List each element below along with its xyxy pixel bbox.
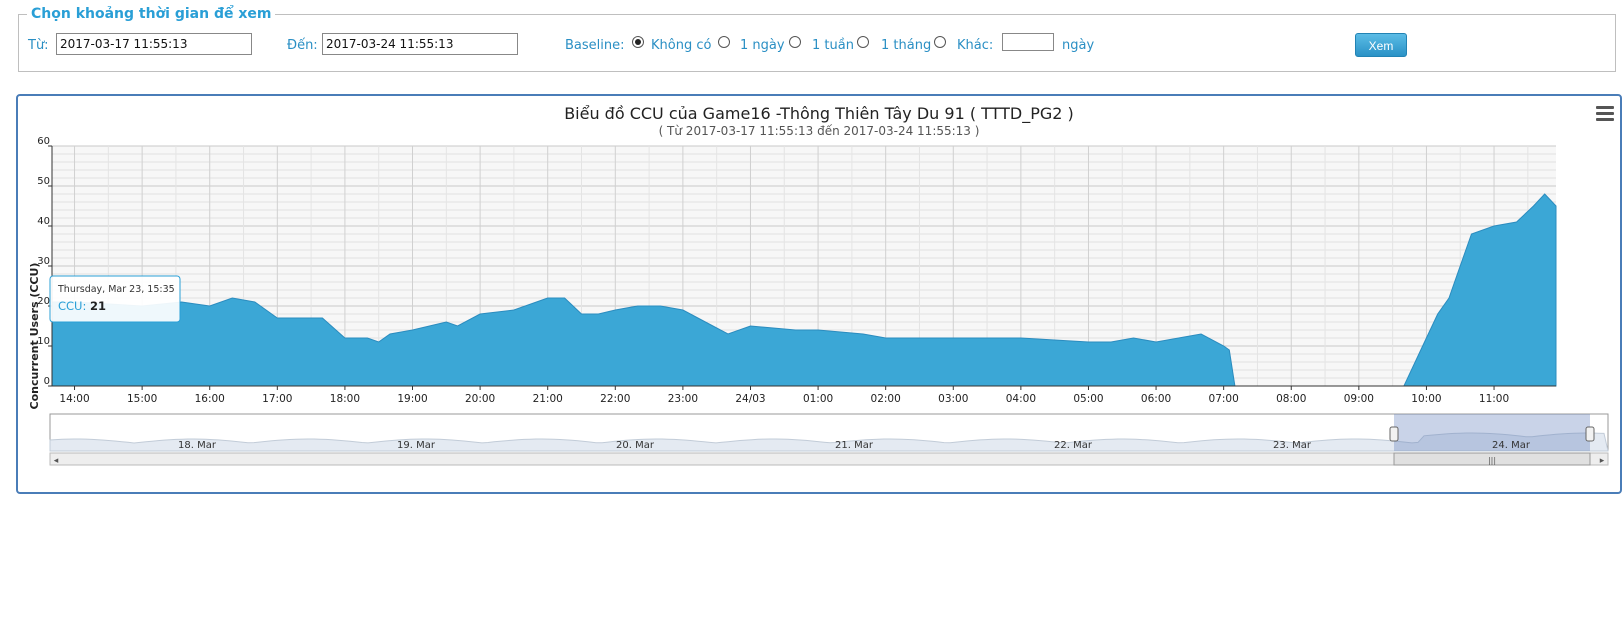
view-button[interactable]: Xem bbox=[1355, 33, 1407, 57]
x-tick-label: 14:00 bbox=[59, 393, 89, 405]
baseline-none-radio[interactable] bbox=[632, 36, 644, 48]
x-tick-label: 10:00 bbox=[1411, 393, 1441, 405]
y-tick-label: 40 bbox=[37, 216, 50, 227]
baseline-custom-radio[interactable] bbox=[934, 36, 946, 48]
to-date-input[interactable] bbox=[322, 33, 518, 55]
navigator-date-label: 24. Mar bbox=[1492, 440, 1531, 451]
navigator-scrollbar-thumb bbox=[1393, 452, 1591, 466]
navigator-selection bbox=[1394, 414, 1590, 451]
custom-days-input[interactable] bbox=[1002, 33, 1054, 51]
scroll-grip-icon: ||| bbox=[1488, 456, 1496, 465]
tooltip-box bbox=[49, 275, 181, 323]
y-tick-label: 30 bbox=[37, 256, 50, 267]
y-tick-label: 50 bbox=[37, 176, 50, 187]
x-tick-label: 23:00 bbox=[668, 393, 698, 405]
x-tick-label: 07:00 bbox=[1209, 393, 1239, 405]
navigator-date-label: 23. Mar bbox=[1273, 440, 1312, 451]
navigator[interactable]: 18. Mar 19. Mar 20. Mar 21. Mar 22. Mar 23. M… bbox=[49, 413, 1609, 466]
navigator-date-label: 19. Mar bbox=[397, 440, 436, 451]
navigator-date-label: 22. Mar bbox=[1054, 440, 1093, 451]
navigator-series bbox=[49, 432, 1609, 452]
navigator-date-label: 18. Mar bbox=[178, 440, 217, 451]
y-tick-label: 60 bbox=[37, 136, 50, 147]
scroll-right-arrow-icon: ▸ bbox=[1600, 456, 1605, 466]
hamburger-menu-icon[interactable] bbox=[1596, 106, 1614, 122]
chart-subtitle: ( Từ 2017-03-17 11:55:13 đến 2017-03-24 … bbox=[658, 124, 980, 138]
panel-legend: Chọn khoảng thời gian để xem bbox=[27, 6, 276, 22]
x-tick-label: 08:00 bbox=[1276, 393, 1306, 405]
x-tick-label: 18:00 bbox=[330, 393, 360, 405]
x-tick-label: 19:00 bbox=[397, 393, 427, 405]
tooltip-date: Thursday, Mar 23, 15:35 bbox=[57, 284, 175, 295]
tooltip: Thursday, Mar 23, 15:35 CCU: 21 bbox=[49, 275, 181, 323]
x-tick-label: 02:00 bbox=[871, 393, 901, 405]
baseline-1day-label: 1 ngày bbox=[740, 38, 785, 53]
y-tick-label: 20 bbox=[37, 296, 50, 307]
x-tick-label: 22:00 bbox=[600, 393, 630, 405]
x-tick-label: 04:00 bbox=[1006, 393, 1036, 405]
x-tick-label: 24/03 bbox=[735, 393, 765, 405]
navigator-handle bbox=[1585, 426, 1595, 442]
from-label: Từ: bbox=[28, 38, 49, 53]
navigator-date-label: 20. Mar bbox=[616, 440, 655, 451]
baseline-1day-radio[interactable] bbox=[718, 36, 730, 48]
baseline-1month-radio[interactable] bbox=[857, 36, 869, 48]
chart-panel: Biểu đồ CCU của Game16 -Thông Thiên Tây … bbox=[16, 94, 1622, 494]
baseline-label: Baseline: bbox=[565, 38, 625, 53]
navigator-handle bbox=[1389, 426, 1399, 442]
y-tick-label: 0 bbox=[44, 376, 50, 387]
baseline-1month-label: 1 tháng bbox=[881, 38, 932, 53]
x-tick-label: 03:00 bbox=[938, 393, 968, 405]
chart-title: Biểu đồ CCU của Game16 -Thông Thiên Tây … bbox=[564, 104, 1074, 123]
navigator-scrollbar-track bbox=[49, 452, 1609, 466]
x-tick-label: 21:00 bbox=[533, 393, 563, 405]
baseline-1week-label: 1 tuần bbox=[812, 38, 854, 53]
days-unit-label: ngày bbox=[1062, 38, 1095, 53]
x-tick-label: 06:00 bbox=[1141, 393, 1171, 405]
x-tick-label: 15:00 bbox=[127, 393, 157, 405]
x-tick-label: 01:00 bbox=[803, 393, 833, 405]
navigator-date-label: 21. Mar bbox=[835, 440, 874, 451]
date-range-panel: Chọn khoảng thời gian để xem Từ: Đến: Ba… bbox=[18, 6, 1616, 72]
x-tick-label: 09:00 bbox=[1344, 393, 1374, 405]
scroll-left-arrow-icon: ◂ bbox=[54, 456, 59, 466]
y-tick-label: 10 bbox=[37, 336, 50, 347]
x-tick-label: 17:00 bbox=[262, 393, 292, 405]
x-tick-label: 11:00 bbox=[1479, 393, 1509, 405]
x-tick-label: 20:00 bbox=[465, 393, 495, 405]
tooltip-series: CCU: 21 bbox=[58, 299, 106, 313]
x-tick-label: 16:00 bbox=[195, 393, 225, 405]
to-label: Đến: bbox=[287, 38, 318, 53]
baseline-none-label: Không có bbox=[651, 38, 712, 53]
baseline-custom-label: Khác: bbox=[957, 38, 994, 53]
ccu-chart[interactable]: 0 10 20 30 40 50 60 14:00 15:00 16:00 17:00 18:00 19… bbox=[18, 96, 1620, 492]
from-date-input[interactable] bbox=[56, 33, 252, 55]
y-axis-label: Concurrent Users (CCU) bbox=[28, 263, 41, 410]
x-tick-label: 05:00 bbox=[1073, 393, 1103, 405]
ccu-area-series bbox=[51, 193, 1557, 387]
baseline-1week-radio[interactable] bbox=[789, 36, 801, 48]
